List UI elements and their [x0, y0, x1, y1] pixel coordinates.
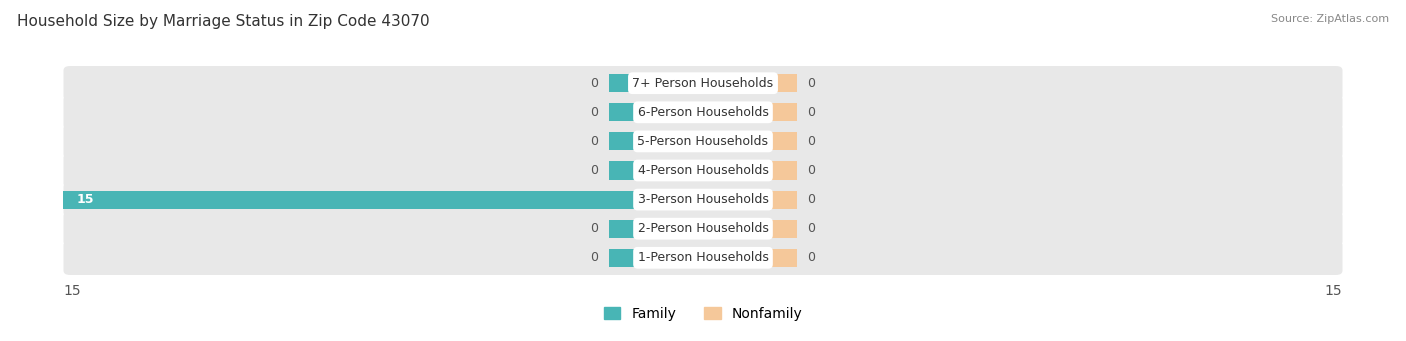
Bar [609, 103, 703, 121]
Text: 0: 0 [807, 77, 815, 90]
Text: 0: 0 [591, 251, 599, 264]
Text: 0: 0 [591, 135, 599, 148]
Text: 0: 0 [591, 164, 599, 177]
Text: 0: 0 [807, 222, 815, 235]
Text: 0: 0 [591, 222, 599, 235]
Text: 0: 0 [591, 106, 599, 119]
Text: 3-Person Households: 3-Person Households [637, 193, 769, 206]
FancyBboxPatch shape [63, 66, 1343, 100]
FancyBboxPatch shape [63, 95, 1343, 130]
Text: 0: 0 [807, 135, 815, 148]
Text: 5-Person Households: 5-Person Households [637, 135, 769, 148]
Bar [609, 74, 703, 92]
Text: Source: ZipAtlas.com: Source: ZipAtlas.com [1271, 14, 1389, 24]
Bar [703, 103, 797, 121]
Bar [703, 249, 797, 267]
Text: 1-Person Households: 1-Person Households [637, 251, 769, 264]
Bar [63, 191, 703, 209]
FancyBboxPatch shape [63, 182, 1343, 217]
Text: 0: 0 [807, 251, 815, 264]
Text: 2-Person Households: 2-Person Households [637, 222, 769, 235]
Text: 6-Person Households: 6-Person Households [637, 106, 769, 119]
Bar [609, 220, 703, 238]
FancyBboxPatch shape [63, 153, 1343, 188]
Bar [609, 162, 703, 179]
Text: 0: 0 [591, 77, 599, 90]
Bar [609, 132, 703, 150]
Text: 15: 15 [63, 284, 82, 298]
Bar [609, 249, 703, 267]
FancyBboxPatch shape [63, 211, 1343, 246]
Bar [703, 74, 797, 92]
Text: 15: 15 [76, 193, 94, 206]
Text: 7+ Person Households: 7+ Person Households [633, 77, 773, 90]
FancyBboxPatch shape [63, 124, 1343, 159]
Text: 0: 0 [807, 193, 815, 206]
Legend: Family, Nonfamily: Family, Nonfamily [603, 307, 803, 321]
Bar [703, 162, 797, 179]
Bar [703, 191, 797, 209]
FancyBboxPatch shape [63, 241, 1343, 275]
Text: 4-Person Households: 4-Person Households [637, 164, 769, 177]
Text: 15: 15 [1324, 284, 1343, 298]
Text: 0: 0 [807, 164, 815, 177]
Bar [703, 132, 797, 150]
Text: Household Size by Marriage Status in Zip Code 43070: Household Size by Marriage Status in Zip… [17, 14, 429, 29]
Text: 0: 0 [807, 106, 815, 119]
Bar [703, 220, 797, 238]
